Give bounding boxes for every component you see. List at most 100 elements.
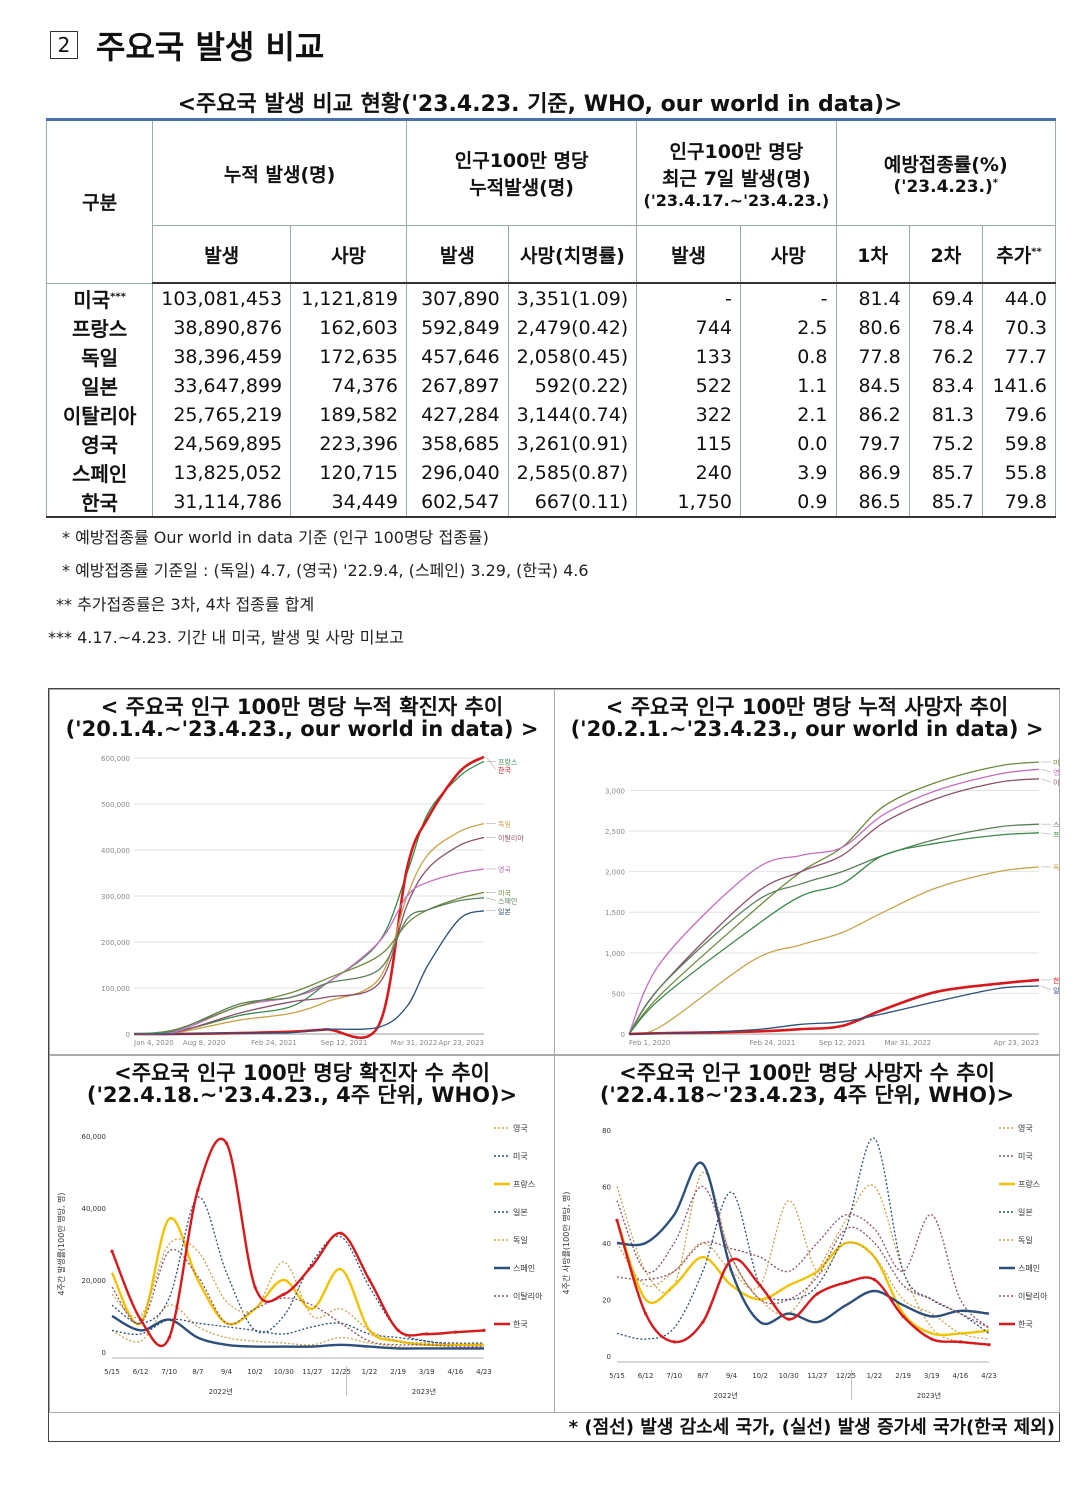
series-label: 독일 bbox=[1053, 863, 1059, 872]
series-line bbox=[111, 1238, 485, 1346]
x-tick-label: 1/22 bbox=[362, 1368, 378, 1376]
chart-svg: 0 20 40 60 80 4주간 사망률(100만 명당, 명) 5/15 6/12 7/10… bbox=[561, 1123, 1048, 1400]
chart-svg: 0 100,000 200,000 300,000 400,000 500,000 600,… bbox=[101, 755, 524, 1047]
cell-cases: 33,647,899 bbox=[152, 371, 292, 400]
country-label: 독일 bbox=[81, 346, 119, 370]
x-tick-label: 4/23 bbox=[981, 1372, 997, 1380]
year-label: 2023년 bbox=[412, 1387, 436, 1396]
header-booster: 추가** bbox=[982, 225, 1056, 284]
y-tick-label: 60,000 bbox=[82, 1133, 107, 1141]
data-point bbox=[987, 1343, 991, 1347]
cell-deaths: 172,635 bbox=[290, 342, 407, 371]
series-line bbox=[616, 1213, 990, 1329]
series-label: 미국 bbox=[1053, 758, 1059, 767]
cell-pm-cases: 457,646 bbox=[406, 342, 509, 371]
note-3: ** 추가접종률은 3차, 4차 접종률 합계 bbox=[56, 595, 315, 614]
series-label: 스페인 bbox=[498, 896, 517, 905]
country-label: 미국 bbox=[73, 287, 111, 312]
cell-cases: 31,114,786 bbox=[152, 487, 292, 518]
cell-r-deaths: 0.8 bbox=[739, 342, 837, 371]
year-label: 2023년 bbox=[917, 1391, 941, 1400]
cell-d2: 75.2 bbox=[908, 429, 984, 458]
cell-deaths: 1,121,819 bbox=[290, 283, 407, 313]
table-row: 한국 31,114,786 34,449 602,547 667(0.11) 1,750 0… bbox=[45, 487, 1056, 518]
series-line bbox=[111, 1196, 485, 1344]
x-tick-label: 10/2 bbox=[752, 1372, 768, 1380]
y-tick-label: 100,000 bbox=[101, 985, 130, 993]
x-tick-label: 4/16 bbox=[448, 1368, 464, 1376]
table-row: 일본 33,647,899 74,376 267,897 592(0.22) 522 1.1… bbox=[45, 371, 1056, 400]
country-label: 영국 bbox=[81, 433, 119, 457]
table-row: 독일 38,396,459 172,635 457,646 2,058(0.45) 133… bbox=[45, 342, 1056, 371]
x-tick-label: 7/10 bbox=[666, 1372, 682, 1380]
cell-r-cases: 1,750 bbox=[636, 487, 741, 518]
data-point bbox=[110, 1249, 114, 1253]
legend-label: 이탈리아 bbox=[1018, 1291, 1048, 1301]
cell-deaths: 34,449 bbox=[290, 487, 407, 518]
chart-weekly-cases: <주요국 인구 100만 명당 확진자 수 추이 ('22.4.18.~'23.… bbox=[49, 1055, 555, 1413]
data-point bbox=[701, 1320, 705, 1324]
series-line bbox=[133, 897, 485, 1035]
legend-label: 프랑스 bbox=[1018, 1179, 1040, 1189]
legend-label: 한국 bbox=[1018, 1320, 1033, 1329]
leader-line bbox=[485, 897, 497, 901]
table-row: 스페인 13,825,052 120,715 296,040 2,585(0.87) 24… bbox=[45, 458, 1056, 487]
section-title: 2 주요국 발생 비교 bbox=[50, 22, 324, 68]
table-row: 이탈리아 25,765,219 189,582 427,284 3,144(0.74) 3… bbox=[45, 400, 1056, 429]
country-name: 한국 bbox=[45, 487, 154, 518]
cell-r-deaths: 1.1 bbox=[739, 371, 837, 400]
chart-subtitle: ('22.4.18.~'23.4.23., 4주 단위, WHO)> bbox=[86, 1083, 518, 1107]
series-line bbox=[110, 1137, 485, 1347]
cell-boost: 44.0 bbox=[982, 283, 1056, 313]
y-tick-label: 3,000 bbox=[605, 787, 625, 795]
country-name: 영국 bbox=[45, 429, 154, 458]
legend-label: 일본 bbox=[1018, 1208, 1033, 1217]
cell-r-deaths: 2.5 bbox=[739, 313, 837, 342]
cell-deaths: 74,376 bbox=[290, 371, 407, 400]
table-row: 영국 24,569,895 223,396 358,685 3,261(0.91) 115… bbox=[45, 429, 1056, 458]
header-line: 인구100만 명당 bbox=[454, 150, 589, 172]
chart-svg: 0 20,000 40,000 60,000 4주간 발생률(100만 명당, 명) 5/… bbox=[56, 1123, 543, 1396]
x-tick-label: 8/7 bbox=[697, 1372, 708, 1380]
data-point bbox=[253, 1285, 257, 1289]
cell-r-deaths: - bbox=[739, 283, 837, 313]
table-row: 미국*** 103,081,453 1,121,819 307,890 3,351(1.… bbox=[45, 283, 1056, 313]
chart-svg: 0 500 1,000 1,500 2,000 2,500 3,000 Feb 1, 2020… bbox=[605, 758, 1059, 1047]
series-line bbox=[133, 755, 485, 1039]
y-tick-label: 60 bbox=[602, 1184, 611, 1192]
section-number: 2 bbox=[50, 31, 78, 59]
header-dose2: 2차 bbox=[908, 225, 984, 284]
x-tick-label: 9/4 bbox=[726, 1372, 738, 1380]
y-tick-label: 600,000 bbox=[101, 755, 130, 763]
x-tick-label: 4/23 bbox=[476, 1368, 492, 1376]
cell-pm-deaths: 3,351(1.09) bbox=[507, 283, 638, 313]
cell-deaths: 162,603 bbox=[290, 313, 407, 342]
header-line: 추가 bbox=[996, 244, 1032, 267]
x-tick-label: 12/25 bbox=[331, 1368, 351, 1376]
series-line bbox=[111, 1248, 485, 1348]
x-tick-label: 6/12 bbox=[638, 1372, 654, 1380]
legend-label: 독일 bbox=[1018, 1236, 1033, 1245]
data-point bbox=[672, 1340, 676, 1344]
note-2: * 예방접종률 기준일 : (독일) 4.7, (영국) '22.9.4, (스… bbox=[62, 561, 589, 580]
cell-pm-cases: 296,040 bbox=[406, 458, 509, 487]
data-point bbox=[930, 1337, 934, 1341]
header-line: ('23.4.23.) bbox=[893, 176, 993, 197]
cell-r-cases: 744 bbox=[636, 313, 741, 342]
leader-line bbox=[485, 756, 497, 770]
cell-cases: 38,890,876 bbox=[152, 313, 292, 342]
cell-r-cases: - bbox=[636, 283, 741, 313]
series-line bbox=[133, 910, 485, 1035]
header-cumulative: 누적 발생(명) bbox=[152, 118, 407, 226]
x-tick-label: 3/19 bbox=[924, 1372, 940, 1380]
cell-d1: 86.9 bbox=[835, 458, 910, 487]
cell-r-deaths: 3.9 bbox=[739, 458, 837, 487]
y-axis-label: 4주간 사망률(100만 명당, 명) bbox=[561, 1191, 571, 1294]
footnote-mark: ** bbox=[1031, 246, 1042, 258]
leader-line bbox=[1040, 832, 1052, 835]
y-tick-label: 2,500 bbox=[605, 828, 625, 836]
country-label: 한국 bbox=[81, 491, 119, 515]
cell-d2: 76.2 bbox=[908, 342, 984, 371]
cell-deaths: 120,715 bbox=[290, 458, 407, 487]
year-label: 2022년 bbox=[714, 1391, 738, 1400]
